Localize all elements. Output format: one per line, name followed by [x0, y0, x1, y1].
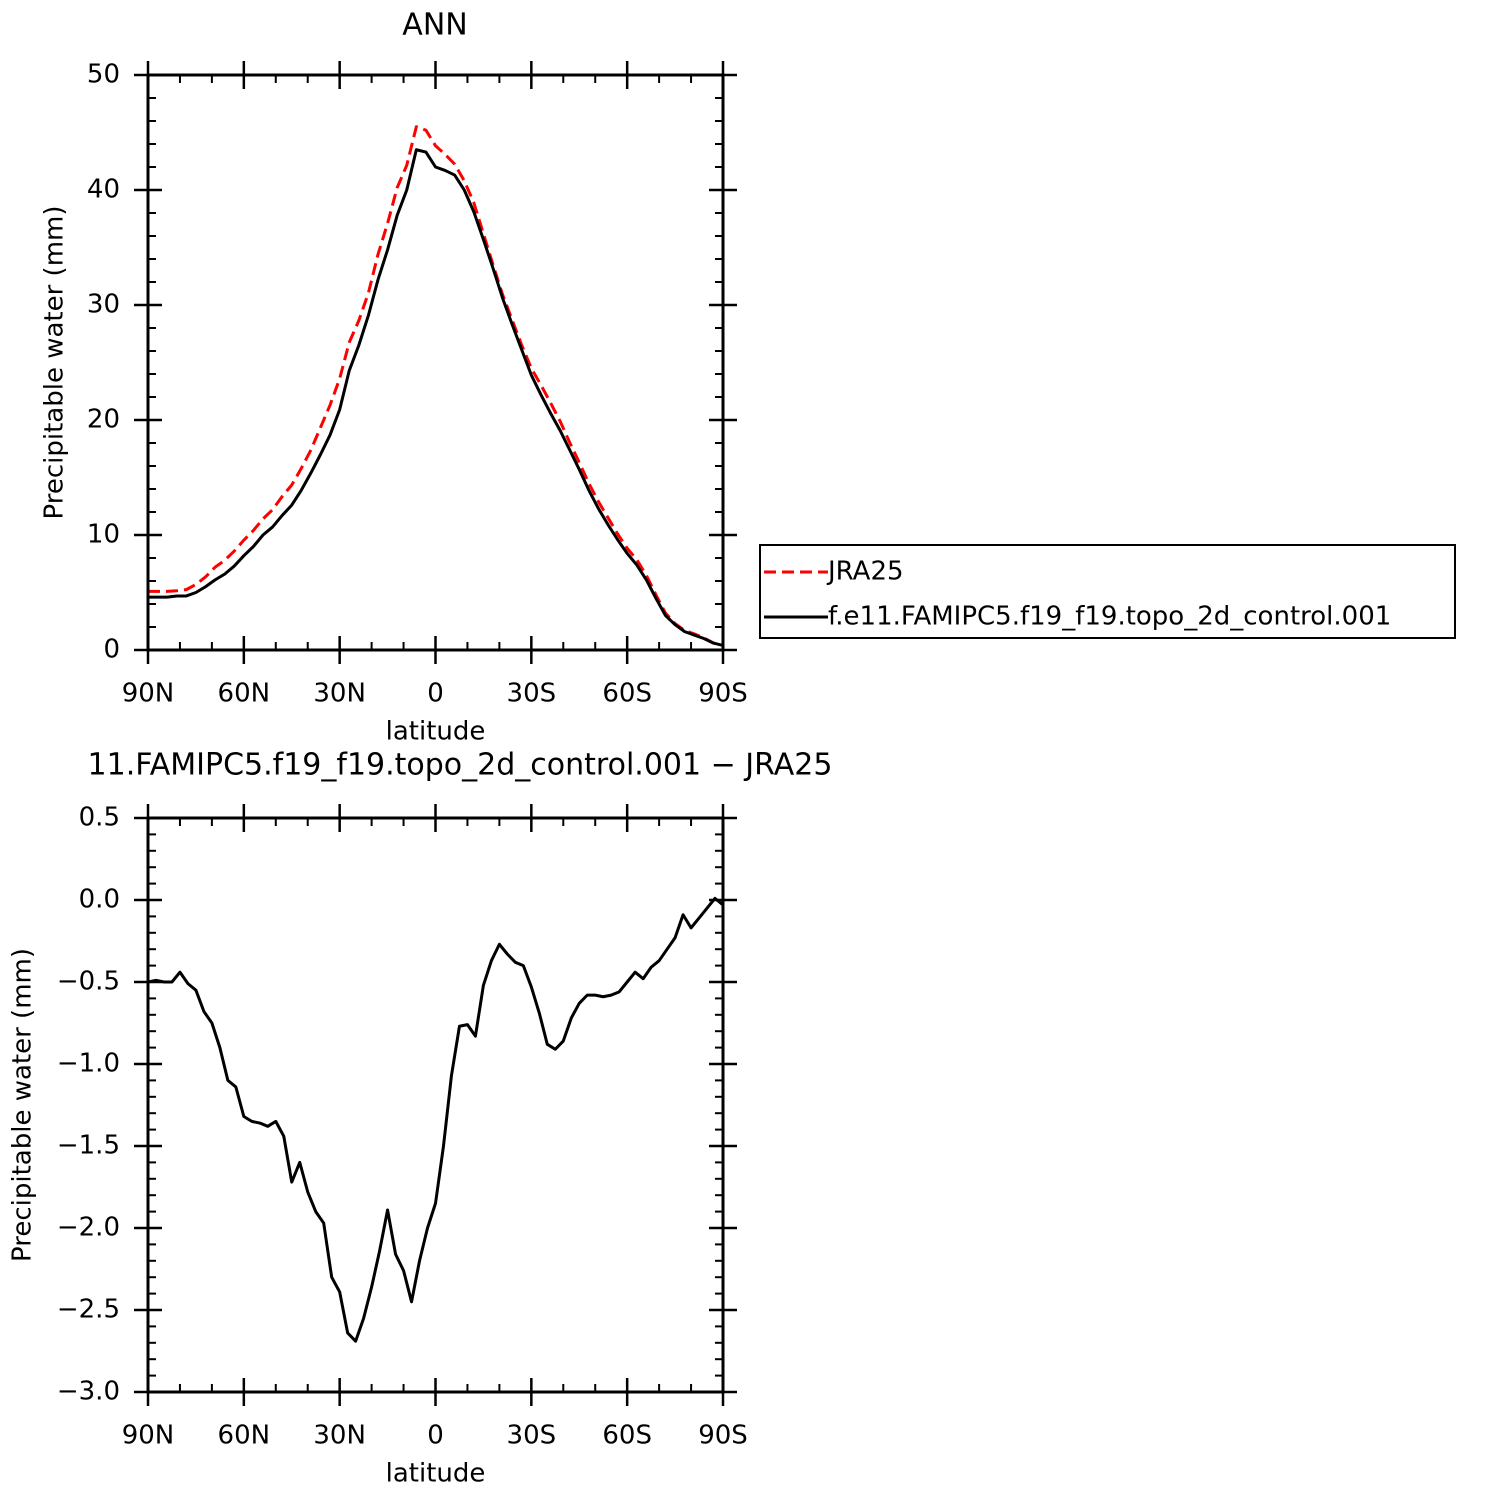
legend-label: JRA25	[826, 557, 904, 587]
chart-title: 11.FAMIPC5.f19_f19.topo_2d_control.001 −…	[88, 748, 833, 783]
y-tick-label: 50	[87, 60, 120, 90]
x-tick-label: 90S	[698, 1421, 748, 1451]
legend-box	[759, 544, 1456, 639]
y-tick-label: 0.0	[79, 885, 120, 915]
x-axis-title: latitude	[386, 1459, 486, 1489]
legend-label: f.e11.FAMIPC5.f19_f19.topo_2d_control.00…	[828, 602, 1391, 632]
x-tick-label: 30S	[507, 679, 557, 709]
y-tick-label: −3.0	[57, 1377, 120, 1407]
y-tick-label: −1.5	[57, 1131, 120, 1161]
y-tick-label: 10	[87, 520, 120, 550]
x-tick-label: 90S	[698, 679, 748, 709]
y-tick-label: 0.5	[79, 803, 120, 833]
y-axis-title: Precipitable water (mm)	[8, 948, 38, 1262]
plot-frame	[146, 73, 725, 652]
data-line	[148, 148, 724, 647]
plot-frame	[146, 816, 725, 1394]
y-tick-label: 20	[87, 405, 120, 435]
y-tick-label: −0.5	[57, 967, 120, 997]
data-line	[147, 896, 724, 1343]
x-tick-label: 0	[427, 679, 444, 709]
y-tick-label: −1.0	[57, 1049, 120, 1079]
data-line	[148, 125, 724, 647]
y-axis-title: Precipitable water (mm)	[40, 206, 70, 520]
chart-title: ANN	[402, 8, 467, 43]
x-tick-label: 30N	[313, 1421, 366, 1451]
x-tick-label: 60N	[218, 1421, 271, 1451]
y-tick-label: 0	[103, 635, 120, 665]
x-tick-label: 0	[427, 1421, 444, 1451]
y-tick-label: 30	[87, 290, 120, 320]
x-tick-label: 60N	[218, 679, 271, 709]
x-tick-label: 60S	[602, 1421, 652, 1451]
x-tick-label: 60S	[602, 679, 652, 709]
x-tick-label: 90N	[122, 679, 175, 709]
x-tick-label: 90N	[122, 1421, 175, 1451]
x-tick-label: 30S	[507, 1421, 557, 1451]
y-tick-label: −2.0	[57, 1213, 120, 1243]
y-tick-label: −2.5	[57, 1295, 120, 1325]
y-tick-label: 40	[87, 175, 120, 205]
x-tick-label: 30N	[313, 679, 366, 709]
x-axis-title: latitude	[386, 717, 486, 747]
